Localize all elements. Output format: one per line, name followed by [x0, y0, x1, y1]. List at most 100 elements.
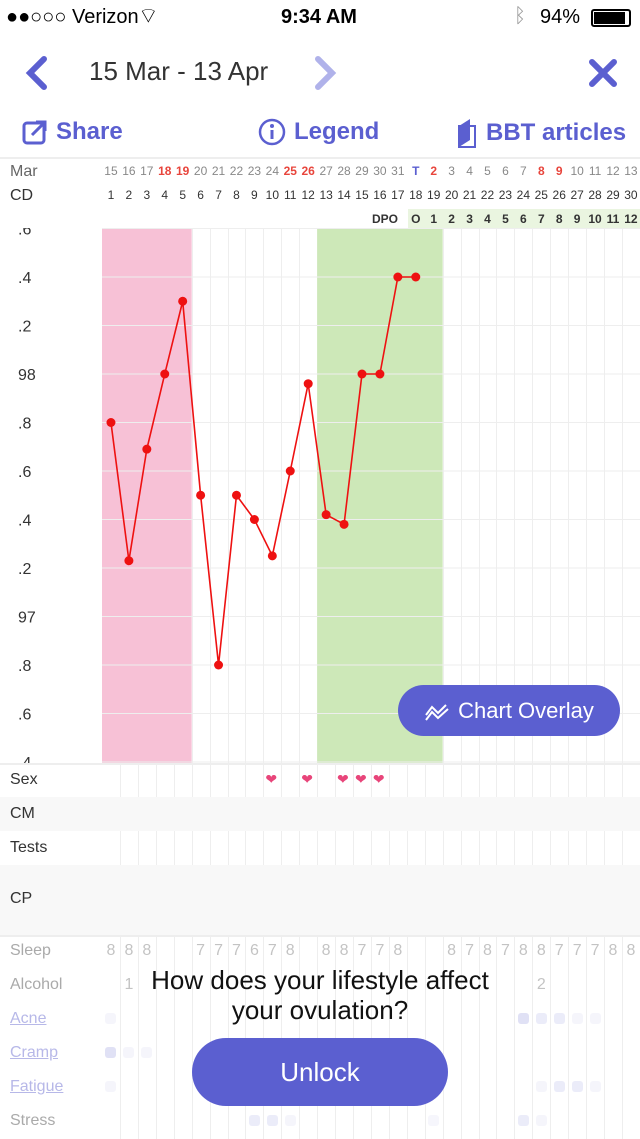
date-cell: 19: [175, 164, 190, 178]
cycle-day: 3: [143, 188, 151, 202]
unlock-button[interactable]: Unlock: [192, 1038, 448, 1106]
date-cell: 6: [502, 164, 509, 178]
y-tick-label: .6: [18, 464, 31, 481]
temperature-point: [142, 444, 152, 454]
sex-label: Sex: [10, 771, 38, 788]
acne-marker: [589, 1013, 601, 1024]
cycle-day: 24: [516, 188, 531, 202]
status-bar: ●●○○○ Verizon ⌔ 9:34 AM ᛒ 94%: [0, 0, 640, 36]
column-divider: [514, 228, 516, 1139]
fatigue-marker: [535, 1081, 547, 1092]
column-divider: [460, 228, 462, 1139]
cycle-day: 2: [125, 188, 133, 202]
dpo-cell: 8: [555, 212, 563, 226]
temperature-point: [357, 369, 367, 379]
dpo-cell: 9: [573, 212, 581, 226]
cycle-day: 9: [251, 188, 258, 202]
sleep-value: 7: [232, 942, 241, 959]
sleep-value: 7: [267, 942, 277, 959]
sleep-value: 6: [249, 942, 259, 959]
tests-label: Tests: [10, 839, 48, 856]
dpo-cell: 12: [624, 212, 638, 226]
legend-button[interactable]: Legend: [258, 118, 379, 146]
temperature-point: [267, 551, 277, 561]
sleep-value: 7: [214, 942, 223, 959]
fatigue-link[interactable]: Fatigue: [10, 1078, 64, 1095]
date-cell: 16: [122, 164, 136, 178]
column-divider: [586, 228, 588, 1139]
sleep-value: 7: [590, 942, 600, 959]
dpo-label: DPO: [372, 212, 399, 226]
dpo-cell: 11: [606, 212, 620, 226]
date-cell: 31: [391, 164, 405, 178]
sleep-value: 7: [500, 942, 510, 959]
sleep-value: 8: [321, 942, 331, 959]
sleep-value: 8: [285, 942, 295, 959]
alcohol-value: 1: [124, 976, 134, 993]
sleep-value: 8: [106, 942, 116, 959]
sleep-value: 7: [465, 942, 475, 959]
temperature-point: [196, 490, 206, 500]
y-tick-label: .4: [18, 270, 31, 287]
date-cell: 25: [283, 164, 297, 178]
sleep-value: 8: [142, 942, 152, 959]
cramp-marker: [105, 1047, 117, 1058]
close-icon[interactable]: [588, 58, 618, 88]
chart-overlay-button[interactable]: Chart Overlay: [398, 685, 620, 736]
info-icon: [258, 118, 286, 146]
temperature-point: [375, 369, 385, 379]
clock: 9:34 AM: [281, 6, 357, 28]
sleep-value: 8: [339, 942, 349, 959]
column-divider: [191, 228, 193, 1139]
battery-icon: [591, 9, 631, 27]
date-cell: 26: [301, 164, 315, 178]
date-cell: 7: [520, 164, 527, 178]
temperature-chart: .6 .4 .2 98 .8 .6 .4 .2 97 .8 .6 .4: [18, 228, 640, 764]
chevron-right-icon[interactable]: [314, 56, 338, 90]
y-tick-label: .4: [18, 755, 31, 764]
cycle-day: 5: [179, 188, 187, 202]
column-divider: [281, 228, 283, 1139]
cycle-day: 14: [337, 188, 351, 202]
cycle-day: 29: [606, 188, 620, 202]
alcohol-label: Alcohol: [10, 976, 63, 993]
acne-link[interactable]: Acne: [10, 1010, 47, 1027]
cycle-day: 27: [570, 188, 584, 202]
y-tick-label: 98: [18, 367, 36, 384]
cycle-day: 12: [301, 188, 315, 202]
temperature-point: [178, 296, 188, 306]
date-cell: 29: [355, 164, 369, 178]
chevron-left-icon[interactable]: [24, 56, 48, 90]
date-cell: 8: [537, 164, 545, 178]
column-divider: [227, 228, 229, 1139]
heart-icon: ❤: [265, 771, 278, 787]
bbt-articles-button[interactable]: BBT articles: [456, 118, 626, 148]
share-button[interactable]: Share: [22, 118, 123, 146]
column-divider: [532, 228, 534, 1139]
temperature-point: [321, 510, 331, 520]
share-icon: [22, 120, 47, 145]
sleep-value: 7: [375, 942, 385, 959]
stress-marker: [535, 1115, 547, 1126]
cramp-link[interactable]: Cramp: [10, 1044, 59, 1061]
date-cell: 12: [606, 164, 620, 178]
fatigue-marker: [589, 1081, 601, 1092]
acne-marker: [535, 1013, 547, 1024]
sleep-value: 7: [572, 942, 582, 959]
dpo-cell: O: [411, 212, 421, 226]
column-divider: [299, 228, 301, 1139]
carrier: ●●○○○ Verizon: [6, 6, 139, 28]
cycle-day: 18: [409, 188, 423, 202]
date-cell: 9: [555, 164, 563, 178]
heart-icon: ❤: [337, 771, 349, 787]
date-cell: 10: [570, 164, 584, 178]
month-label: Mar: [10, 163, 38, 180]
temperature-point: [303, 379, 313, 389]
heart-icon: ❤: [354, 771, 367, 787]
column-divider: [245, 228, 247, 1139]
y-tick-label: .2: [18, 319, 31, 336]
sleep-value: 8: [536, 942, 546, 959]
date-cell: 5: [484, 164, 491, 178]
sleep-value: 7: [196, 942, 206, 959]
cycle-day: 16: [373, 188, 387, 202]
